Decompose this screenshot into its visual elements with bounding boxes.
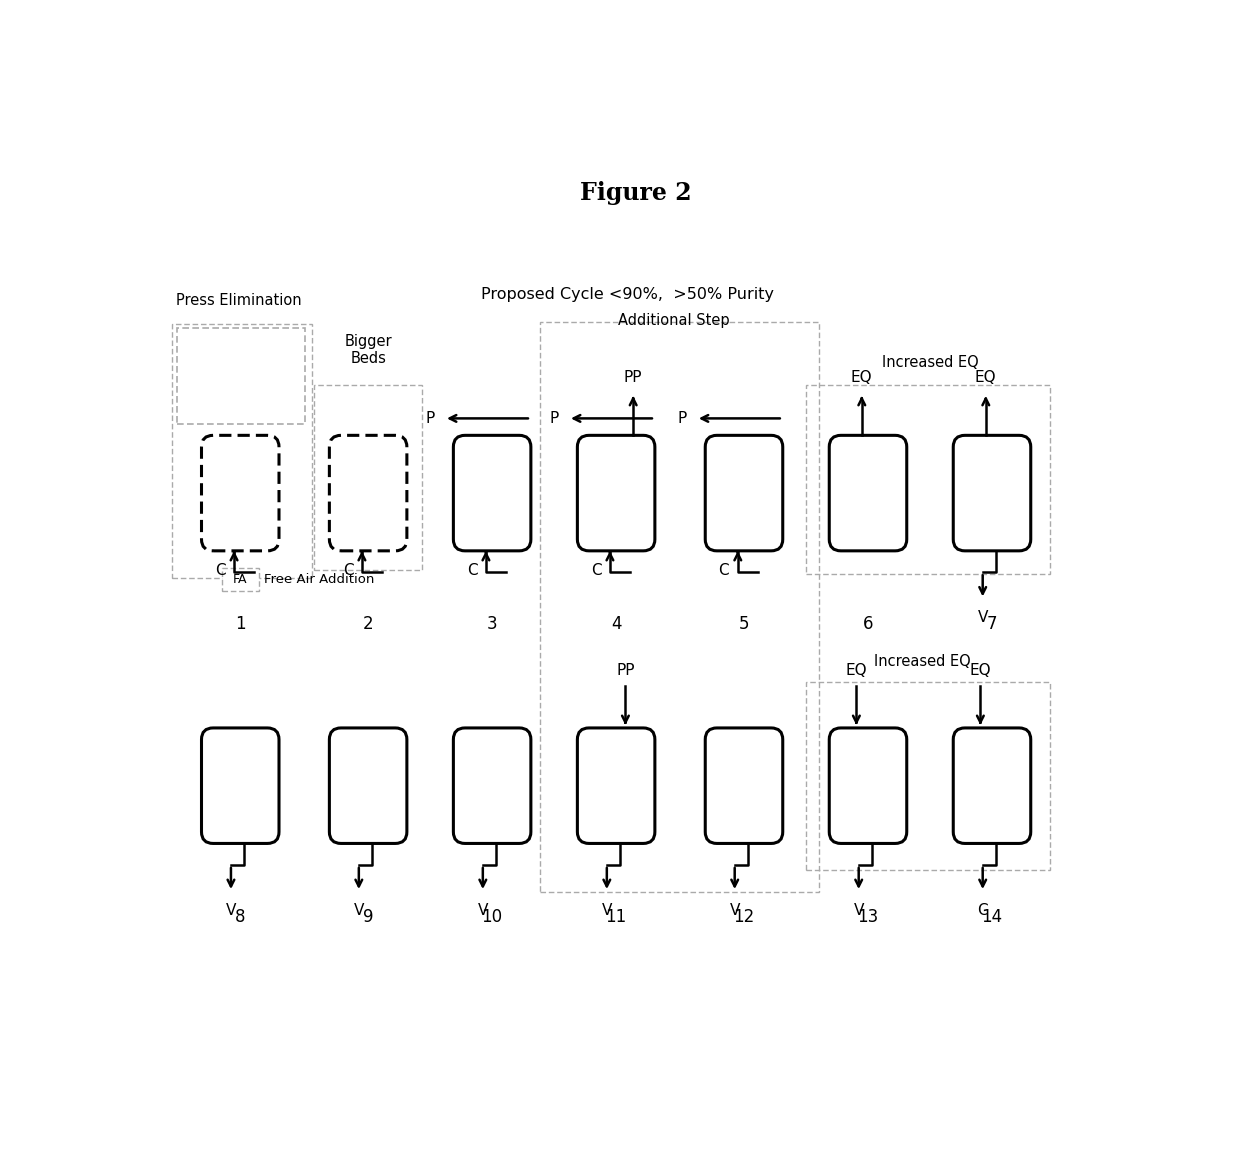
Text: 14: 14 — [981, 908, 1003, 925]
Text: 10: 10 — [481, 908, 502, 925]
Text: Increased EQ: Increased EQ — [882, 355, 978, 369]
Text: V: V — [601, 902, 613, 917]
FancyBboxPatch shape — [830, 435, 906, 551]
Bar — [172, 323, 311, 578]
Text: V: V — [729, 902, 740, 917]
FancyBboxPatch shape — [830, 727, 906, 844]
Text: EQ: EQ — [975, 371, 997, 386]
Text: 5: 5 — [739, 615, 749, 633]
FancyBboxPatch shape — [201, 435, 279, 551]
Bar — [806, 386, 1050, 574]
Text: 4: 4 — [611, 615, 621, 633]
Text: C: C — [466, 563, 477, 578]
Text: EQ: EQ — [970, 663, 991, 678]
Text: V: V — [477, 902, 489, 917]
Text: C: C — [590, 563, 601, 578]
FancyBboxPatch shape — [578, 435, 655, 551]
Bar — [541, 322, 820, 892]
FancyBboxPatch shape — [454, 435, 531, 551]
Text: V: V — [353, 902, 365, 917]
Text: Increased EQ: Increased EQ — [874, 654, 971, 669]
Text: 8: 8 — [236, 908, 246, 925]
Text: Press Elimination: Press Elimination — [176, 294, 301, 308]
Text: Additional Step: Additional Step — [619, 313, 730, 328]
Text: C: C — [215, 563, 226, 578]
Text: 9: 9 — [363, 908, 373, 925]
Text: Free Air Addition: Free Air Addition — [263, 573, 374, 586]
Text: C: C — [342, 563, 353, 578]
FancyBboxPatch shape — [954, 727, 1030, 844]
Text: PP: PP — [624, 371, 642, 386]
Text: V: V — [226, 902, 236, 917]
Text: 12: 12 — [733, 908, 755, 925]
Text: V: V — [853, 902, 864, 917]
FancyBboxPatch shape — [706, 435, 782, 551]
Text: P: P — [425, 411, 435, 426]
FancyBboxPatch shape — [201, 727, 279, 844]
Text: 2: 2 — [363, 615, 373, 633]
FancyBboxPatch shape — [330, 435, 407, 551]
Text: Figure 2: Figure 2 — [579, 181, 692, 205]
FancyBboxPatch shape — [954, 435, 1030, 551]
Text: P: P — [677, 411, 687, 426]
Text: EQ: EQ — [846, 663, 867, 678]
Text: FA: FA — [233, 573, 248, 586]
FancyBboxPatch shape — [706, 727, 782, 844]
Bar — [176, 328, 305, 424]
Bar — [222, 567, 259, 590]
Bar — [806, 681, 1050, 870]
FancyBboxPatch shape — [454, 727, 531, 844]
FancyBboxPatch shape — [578, 727, 655, 844]
Text: Proposed Cycle <90%,  >50% Purity: Proposed Cycle <90%, >50% Purity — [481, 287, 774, 302]
Text: 13: 13 — [857, 908, 879, 925]
Text: 7: 7 — [987, 615, 997, 633]
Text: 1: 1 — [234, 615, 246, 633]
Text: V: V — [977, 610, 988, 625]
Text: C: C — [718, 563, 729, 578]
Text: 11: 11 — [605, 908, 626, 925]
Text: 6: 6 — [863, 615, 873, 633]
Text: C: C — [977, 902, 988, 917]
Text: PP: PP — [616, 663, 635, 678]
Text: P: P — [549, 411, 559, 426]
Bar — [314, 386, 423, 570]
Text: Bigger
Beds: Bigger Beds — [345, 334, 392, 366]
Text: EQ: EQ — [851, 371, 873, 386]
FancyBboxPatch shape — [330, 727, 407, 844]
Text: 3: 3 — [487, 615, 497, 633]
